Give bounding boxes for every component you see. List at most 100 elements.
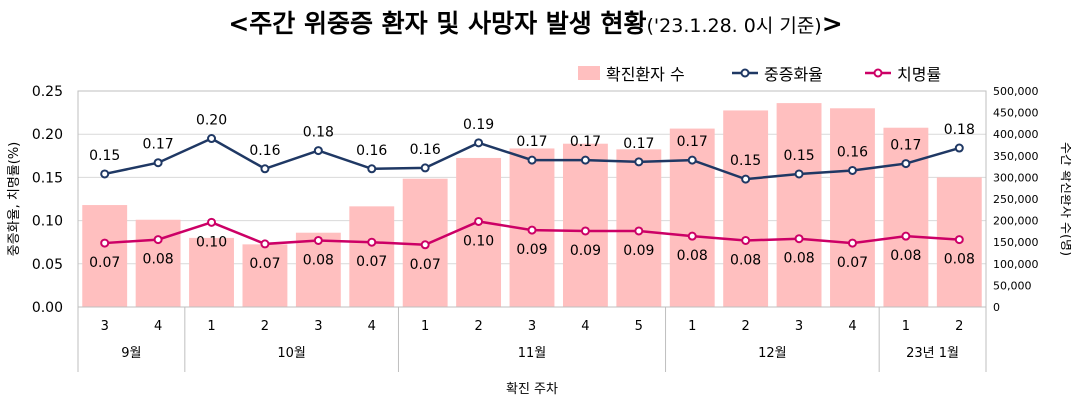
data-label: 0.18 [303,125,334,141]
data-label: 0.20 [196,113,227,129]
legend-label: 중증화율 [764,65,823,84]
x-week-label: 3 [528,319,536,334]
data-label: 0.09 [516,242,547,258]
data-point [207,134,217,144]
data-label: 0.08 [143,252,174,268]
x-week-label: 2 [955,319,963,334]
data-label: 0.08 [730,252,761,268]
x-week-label: 3 [101,319,109,334]
bar-confirmed-cases [723,110,769,307]
y-right-tick-label: 450,000 [993,107,1039,120]
data-point [100,169,110,179]
data-point [527,225,537,235]
data-label: 0.16 [249,143,280,159]
data-point [420,240,430,250]
x-month-label: 10월 [277,346,306,361]
data-label: 0.07 [410,257,441,273]
data-point [207,217,217,227]
bar-confirmed-cases [776,103,822,307]
x-week-label: 4 [848,319,856,334]
y-right-tick-label: 400,000 [993,128,1039,141]
data-point [687,155,697,165]
y-left-tick-label: 0.15 [32,170,63,186]
data-point [527,155,537,165]
chart-title-date: ('23.1.28. 0시 기준) [646,15,822,37]
data-point [687,231,697,241]
data-point [954,143,964,153]
data-point [847,165,857,175]
data-point [901,231,911,241]
data-label: 0.17 [516,134,547,150]
bar-confirmed-cases [830,108,875,307]
y-right-axis-title: 주간 확진환자 수(명) [1058,142,1071,256]
data-label: 0.09 [570,243,601,259]
data-point [901,159,911,169]
y-left-tick-label: 0.05 [32,257,63,273]
x-week-label: 2 [474,319,482,334]
y-right-tick-label: 200,000 [993,215,1039,228]
data-label: 0.15 [89,148,120,164]
y-right-tick-label: 300,000 [993,171,1039,184]
y-left-tick-label: 0.25 [32,84,63,100]
data-point [741,174,751,184]
x-month-label: 11월 [518,346,547,361]
x-month-label: 9월 [121,346,141,361]
data-point [153,235,163,245]
x-axis-title: 확진 주차 [506,382,558,397]
x-week-label: 1 [207,319,215,334]
data-label: 0.08 [783,251,814,267]
y-left-tick-label: 0.20 [32,127,63,143]
data-point [634,157,644,167]
x-week-label: 1 [421,319,429,334]
data-point [474,138,484,148]
data-point [313,235,323,245]
data-point [153,158,163,168]
data-label: 0.08 [944,252,975,268]
data-point [260,239,270,249]
legend-swatch-bar [578,66,600,80]
bar-confirmed-cases [189,237,234,307]
data-point [634,226,644,236]
data-label: 0.08 [303,252,334,268]
data-label: 0.09 [623,243,654,259]
x-week-label: 2 [261,319,269,334]
data-label: 0.07 [249,256,280,272]
data-label: 0.17 [143,137,174,153]
x-month-label: 12월 [758,346,787,361]
data-point [260,164,270,174]
data-point [474,216,484,226]
x-week-label: 3 [795,319,803,334]
data-label: 0.16 [410,142,441,158]
data-label: 0.10 [196,234,227,250]
y-left-axis-title: 중증화율, 치명률(%) [7,142,22,256]
legend-label: 확진환자 수 [606,65,685,84]
data-point [954,235,964,245]
bar-confirmed-cases [82,205,128,307]
bar-confirmed-cases [456,157,502,307]
y-right-tick-label: 50,000 [993,279,1032,292]
bar-confirmed-cases [349,206,395,307]
bar-confirmed-cases [295,232,341,307]
y-right-tick-label: 150,000 [993,236,1039,249]
bar-confirmed-cases [562,143,608,307]
data-label: 0.07 [356,254,387,270]
data-label: 0.18 [944,122,975,138]
x-week-label: 4 [368,319,376,334]
data-label: 0.17 [623,136,654,152]
data-label: 0.17 [677,134,708,150]
data-label: 0.17 [570,134,601,150]
data-point [580,155,590,165]
data-label: 0.16 [356,143,387,159]
data-label: 0.17 [890,138,921,154]
legend-swatch-marker [740,68,750,78]
data-label: 0.15 [730,153,761,169]
data-point [420,163,430,173]
data-label: 0.15 [783,148,814,164]
x-month-label: 23년 1월 [906,346,959,361]
data-point [794,169,804,179]
legend-label: 치명률 [897,65,941,84]
chart-title-close: > [821,9,843,38]
bar-confirmed-cases [242,244,288,307]
data-label: 0.08 [890,248,921,264]
